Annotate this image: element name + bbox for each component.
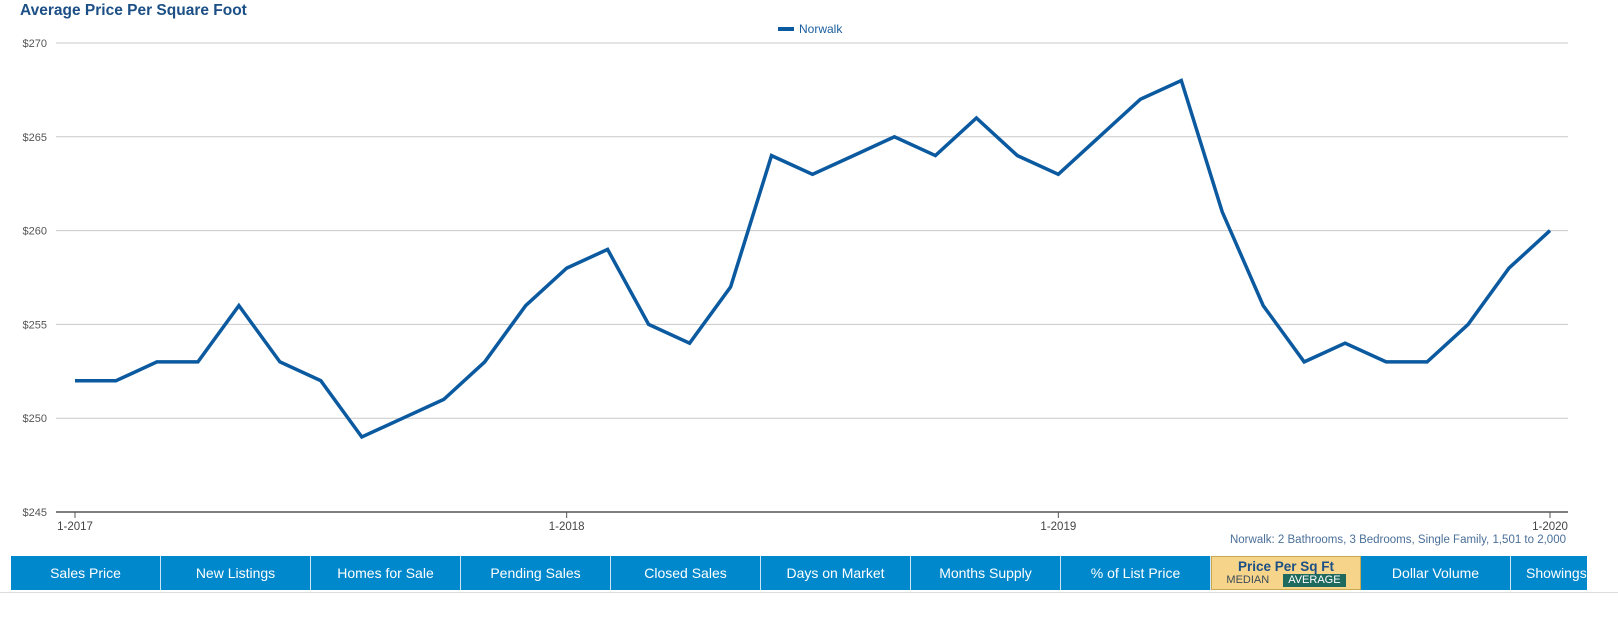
tab-showings[interactable]: Showings [1511,556,1587,590]
tab-sales-price[interactable]: Sales Price [11,556,161,590]
chart-legend[interactable]: Norwalk [778,22,842,36]
tab-price-per-sq-ft[interactable]: Price Per Sq Ft MEDIAN AVERAGE [1211,556,1361,590]
y-tick-label: $245 [23,507,47,519]
y-tick-label: $270 [23,38,47,50]
tab-dollar-volume[interactable]: Dollar Volume [1361,556,1511,590]
median-toggle[interactable]: MEDIAN [1226,573,1270,586]
tab-days-on-market[interactable]: Days on Market [761,556,911,590]
bottom-rule [0,592,1618,593]
tab-percent-of-list-price[interactable]: % of List Price [1061,556,1211,590]
median-average-toggle: MEDIAN AVERAGE [1226,573,1346,587]
legend-label-norwalk: Norwalk [799,22,843,36]
line-chart: $245 $250 $255 $260 $265 $270 1-2017 1-2018 1-20… [23,38,1568,533]
tab-homes-for-sale[interactable]: Homes for Sale [311,556,461,590]
tab-months-supply[interactable]: Months Supply [911,556,1061,590]
x-tick-label: 1-2020 [1532,521,1568,533]
x-tick-label: 1-2018 [549,521,585,533]
x-tick-label: 1-2017 [57,521,93,533]
series-line-norwalk [75,78,1552,440]
legend-swatch [778,27,794,31]
y-tick-label: $255 [23,319,47,331]
tab-pending-sales[interactable]: Pending Sales [461,556,611,590]
y-tick-label: $250 [23,413,47,425]
metric-tabs: Sales Price New Listings Homes for Sale … [11,556,1618,590]
chart-title: Average Price Per Square Foot [20,2,247,19]
tab-new-listings[interactable]: New Listings [161,556,311,590]
tab-price-per-sq-ft-label: Price Per Sq Ft [1237,558,1335,574]
tab-closed-sales[interactable]: Closed Sales [611,556,761,590]
average-toggle[interactable]: AVERAGE [1283,573,1346,587]
y-tick-label: $260 [23,226,47,238]
y-tick-label: $265 [23,132,47,144]
chart-footnote: Norwalk: 2 Bathrooms, 3 Bedrooms, Single… [1229,534,1566,546]
x-tick-label: 1-2019 [1040,521,1076,533]
